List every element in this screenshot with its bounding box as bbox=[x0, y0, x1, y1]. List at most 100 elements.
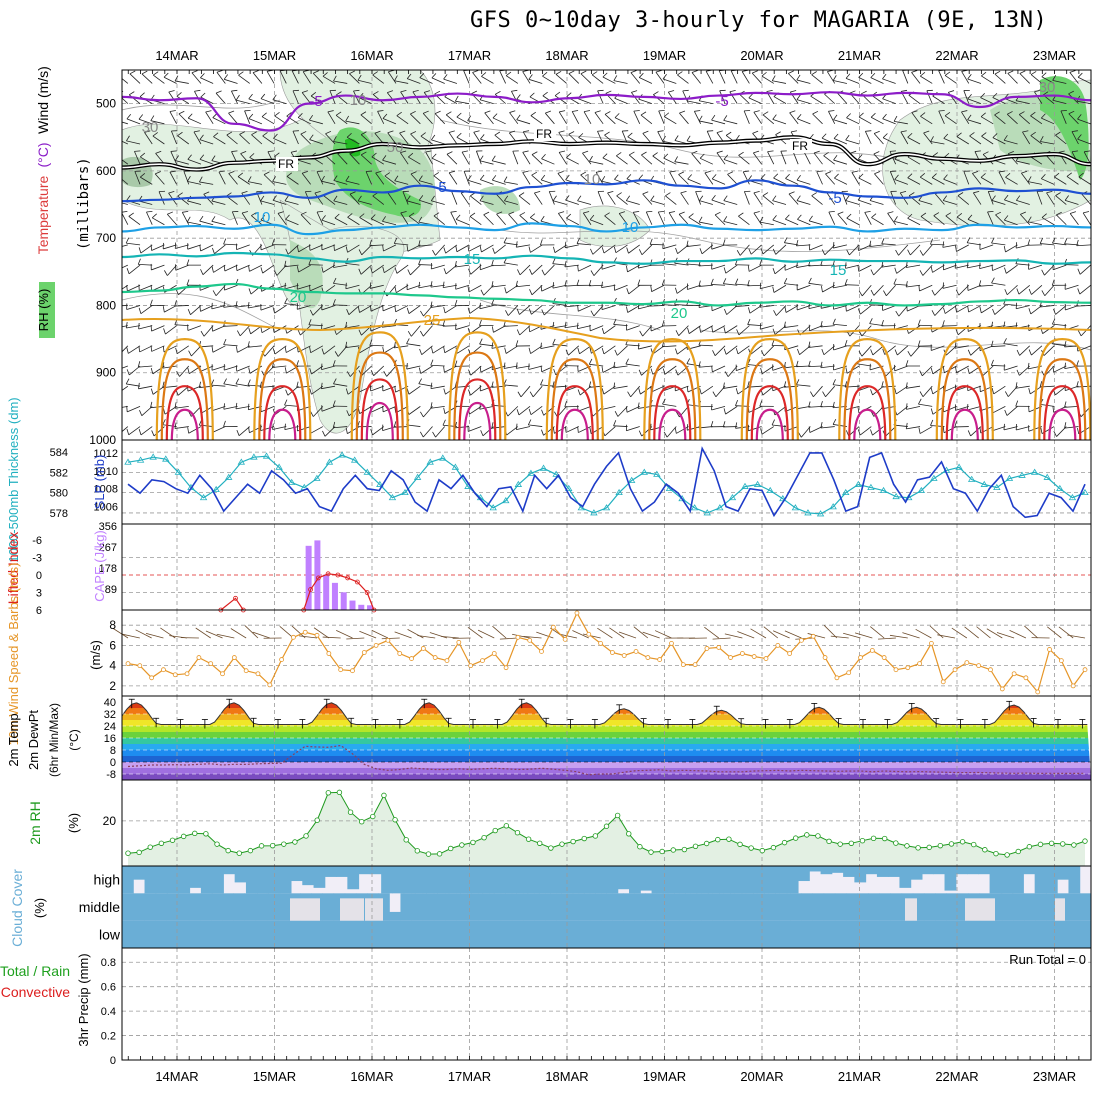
wind-barb-feather bbox=[1022, 130, 1029, 133]
wind-barb bbox=[628, 154, 640, 165]
wind-barb bbox=[627, 264, 640, 273]
wind-barb-feather bbox=[296, 381, 299, 388]
wind-barb bbox=[200, 305, 214, 312]
wind-barb bbox=[601, 305, 616, 311]
wind-barb-feather bbox=[1003, 338, 1007, 344]
wind-barb-feather bbox=[446, 111, 452, 116]
wind-barb bbox=[399, 132, 409, 145]
wind-barb-feather bbox=[638, 430, 643, 437]
wind-barb-feather bbox=[796, 74, 801, 81]
wind-barb bbox=[530, 345, 543, 354]
wind-barb-feather bbox=[931, 173, 937, 178]
cloud-middle-bar bbox=[1035, 893, 1047, 921]
cloud-high-bar bbox=[291, 866, 303, 882]
wind-barb bbox=[578, 264, 592, 272]
wind-barb bbox=[650, 426, 665, 431]
wind-barb bbox=[613, 365, 628, 369]
wind-barb-feather bbox=[1046, 190, 1053, 194]
wind-barb-feather bbox=[882, 133, 888, 138]
rh2m-point bbox=[381, 792, 387, 799]
wind-barb bbox=[613, 80, 628, 84]
wind-barb bbox=[603, 244, 616, 254]
wind-barb bbox=[316, 211, 324, 225]
y-tick-label: 20 bbox=[103, 814, 117, 828]
wind-barb bbox=[1006, 284, 1018, 296]
cloud-high-bar bbox=[493, 866, 506, 894]
wind-barb bbox=[334, 217, 348, 226]
wind-barb bbox=[151, 264, 165, 271]
wind-barb-feather bbox=[432, 431, 436, 438]
wind-barb-feather bbox=[442, 419, 446, 426]
wind-barb-feather bbox=[134, 150, 141, 152]
wind10-barb bbox=[381, 637, 400, 640]
wind-barb-feather bbox=[772, 328, 776, 335]
wind-barb bbox=[725, 325, 738, 334]
wind-barb-feather bbox=[296, 266, 299, 273]
wind-barb-feather bbox=[932, 152, 939, 157]
wind-barb bbox=[655, 71, 665, 84]
wind-barb bbox=[175, 244, 189, 249]
thickness-ylabel: 1000-500mb Thickness (dm) bbox=[6, 397, 21, 562]
rh2m-point bbox=[703, 840, 710, 847]
wind-barb-feather bbox=[942, 320, 945, 327]
slp-line bbox=[127, 446, 1086, 519]
wind-barb bbox=[944, 115, 957, 125]
wind-barb bbox=[190, 305, 202, 315]
wind-barb-feather bbox=[661, 320, 665, 327]
wind-barb-feather bbox=[400, 211, 407, 214]
wind-barb bbox=[579, 345, 592, 355]
wind10-point bbox=[279, 657, 284, 662]
wind-barb bbox=[359, 406, 372, 414]
cloud-middle-bar bbox=[277, 893, 290, 921]
wind-barb bbox=[1003, 343, 1018, 347]
wind-barb bbox=[177, 385, 190, 396]
wind-barb-feather bbox=[753, 211, 760, 214]
wind-barb bbox=[592, 244, 604, 255]
wind-barb bbox=[272, 99, 287, 105]
cloud-high-bar bbox=[257, 866, 269, 894]
wind-barb bbox=[846, 305, 860, 312]
wind10-point bbox=[787, 651, 793, 656]
wind-barb-feather bbox=[430, 195, 435, 202]
wind-barb bbox=[1016, 160, 1030, 165]
wind-barb bbox=[400, 212, 409, 225]
wind-barb bbox=[200, 96, 214, 104]
rh2m-ylabel: 2m RH bbox=[27, 801, 43, 845]
wind-barb bbox=[1030, 74, 1043, 84]
wind-barb bbox=[871, 95, 884, 104]
cloud-high-bar bbox=[538, 866, 551, 894]
wind-barb-feather bbox=[942, 282, 944, 289]
x-tick-label-bottom: 22MAR bbox=[935, 1069, 978, 1084]
cloud-high-bar bbox=[561, 866, 574, 894]
wind-barb-feather bbox=[930, 408, 934, 415]
wind-barb bbox=[614, 97, 628, 105]
wind-barb-feather bbox=[146, 211, 153, 213]
wind-barb bbox=[816, 171, 823, 185]
thickness-point bbox=[1043, 473, 1051, 480]
wind-barb bbox=[981, 305, 994, 314]
wind10-point bbox=[161, 667, 166, 673]
wind-barb-feather bbox=[1030, 111, 1036, 117]
wind-barb bbox=[382, 385, 397, 392]
x-tick-label-bottom: 23MAR bbox=[1033, 1069, 1076, 1084]
wind-barb bbox=[617, 406, 628, 417]
wind-barb-feather bbox=[272, 195, 277, 201]
wind-barb bbox=[788, 193, 799, 205]
wind-barb-feather bbox=[743, 170, 750, 173]
wind-barb-feather bbox=[833, 114, 838, 120]
wind-barb-feather bbox=[699, 326, 701, 333]
wind-barb-feather bbox=[433, 172, 440, 176]
cloud-middle-bar bbox=[211, 893, 223, 921]
wind-barb bbox=[372, 426, 385, 436]
wind10-barb bbox=[951, 627, 968, 639]
wind-barb-feather bbox=[601, 388, 605, 395]
wind-barb bbox=[223, 305, 238, 308]
wind-barb-feather bbox=[541, 409, 545, 416]
rh2m-point bbox=[169, 837, 176, 843]
cloud-middle-bar bbox=[812, 893, 825, 921]
cloud-middle-bar bbox=[1024, 893, 1036, 921]
boundary-layer-isotherms bbox=[122, 316, 1091, 440]
wind-barb-feather bbox=[783, 321, 786, 328]
wind-barb-feather bbox=[552, 195, 557, 201]
